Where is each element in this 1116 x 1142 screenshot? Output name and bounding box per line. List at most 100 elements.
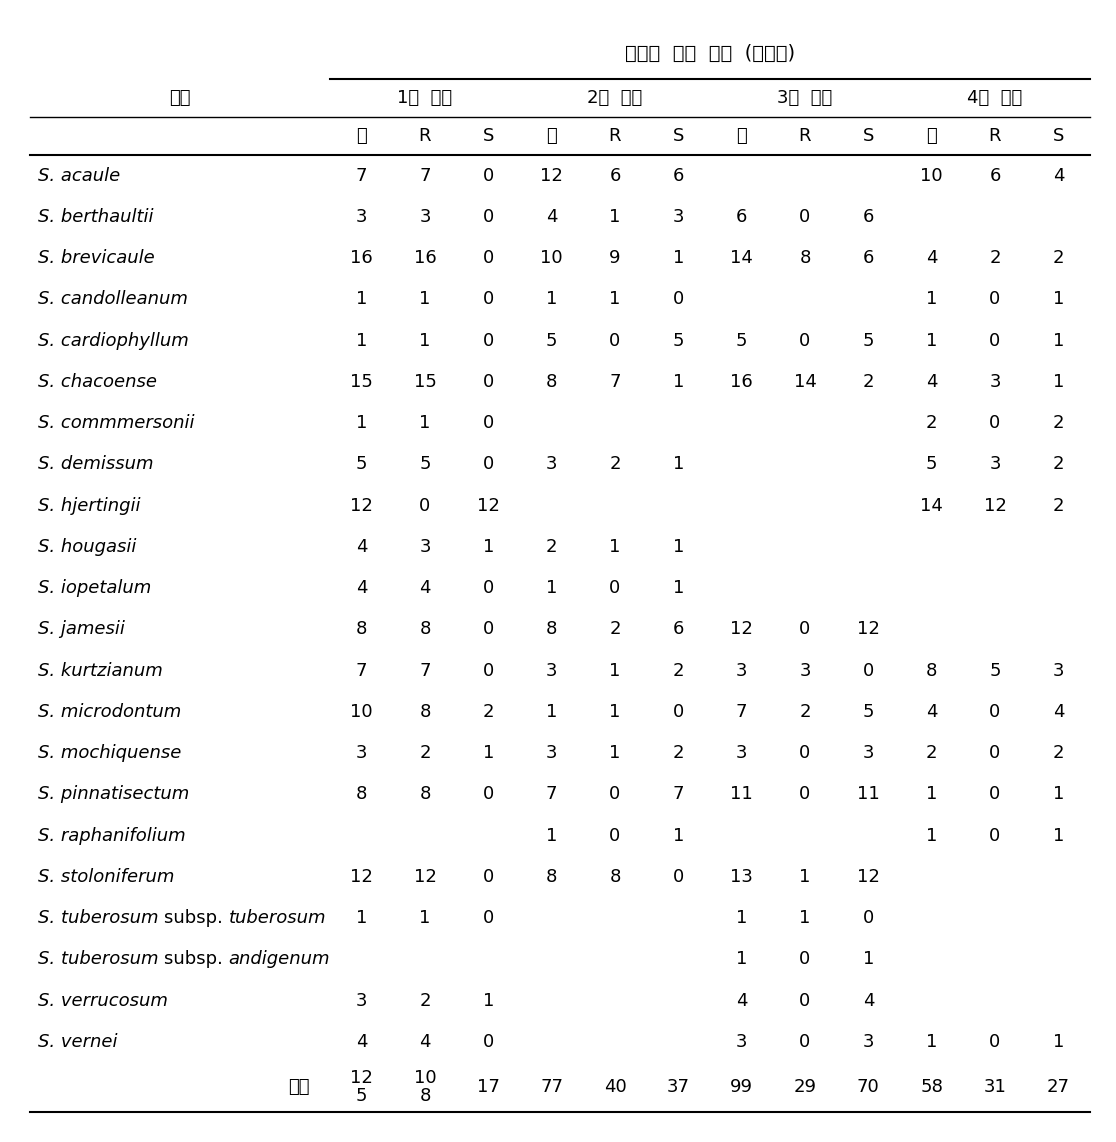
Text: 종명: 종명 (170, 89, 191, 107)
Text: 4: 4 (863, 991, 874, 1010)
Text: 1: 1 (863, 950, 874, 968)
Text: 2: 2 (1052, 745, 1064, 762)
Text: 7: 7 (356, 167, 367, 185)
Text: 1: 1 (356, 331, 367, 349)
Text: 0: 0 (673, 702, 684, 721)
Text: 3: 3 (989, 373, 1001, 391)
Text: 1: 1 (420, 290, 431, 308)
Text: 1: 1 (609, 702, 620, 721)
Text: 4: 4 (420, 1032, 431, 1051)
Text: S. brevicaule: S. brevicaule (38, 249, 155, 267)
Text: 1: 1 (420, 415, 431, 432)
Text: 1: 1 (926, 827, 937, 845)
Text: 2: 2 (482, 702, 494, 721)
Text: 4: 4 (420, 579, 431, 597)
Text: 0: 0 (799, 745, 810, 762)
Text: 0: 0 (483, 620, 494, 638)
Text: 5: 5 (863, 702, 874, 721)
Text: 3: 3 (546, 456, 557, 474)
Text: S: S (863, 127, 874, 145)
Text: 1차  검정: 1차 검정 (397, 89, 453, 107)
Text: 1: 1 (1052, 373, 1064, 391)
Text: 58: 58 (921, 1078, 943, 1096)
Text: 40: 40 (604, 1078, 626, 1096)
Text: 0: 0 (483, 415, 494, 432)
Text: S. commmersonii: S. commmersonii (38, 415, 194, 432)
Text: 4: 4 (926, 373, 937, 391)
Text: 0: 0 (990, 745, 1001, 762)
Text: 77: 77 (540, 1078, 564, 1096)
Text: 12: 12 (414, 868, 436, 886)
Text: 4: 4 (1052, 702, 1064, 721)
Text: 1: 1 (609, 745, 620, 762)
Text: S.: S. (38, 950, 61, 968)
Text: 7: 7 (673, 786, 684, 803)
Text: 0: 0 (483, 661, 494, 679)
Text: 2: 2 (799, 702, 810, 721)
Text: R: R (989, 127, 1001, 145)
Text: 0: 0 (990, 331, 1001, 349)
Text: 0: 0 (609, 579, 620, 597)
Text: S. berthaultii: S. berthaultii (38, 208, 154, 226)
Text: S. verrucosum: S. verrucosum (38, 991, 167, 1010)
Text: 총계: 총계 (289, 1078, 310, 1096)
Text: 5: 5 (735, 331, 748, 349)
Text: 0: 0 (990, 786, 1001, 803)
Text: 4: 4 (356, 579, 367, 597)
Text: S. raphanifolium: S. raphanifolium (38, 827, 185, 845)
Text: 4: 4 (926, 702, 937, 721)
Text: 2: 2 (609, 456, 620, 474)
Text: 12: 12 (857, 620, 879, 638)
Text: 12: 12 (730, 620, 753, 638)
Text: 1: 1 (1052, 1032, 1064, 1051)
Text: 5: 5 (673, 331, 684, 349)
Text: 1: 1 (356, 415, 367, 432)
Text: 8: 8 (546, 868, 557, 886)
Text: 3: 3 (356, 745, 367, 762)
Text: 1: 1 (1052, 331, 1064, 349)
Text: 0: 0 (799, 620, 810, 638)
Text: 99: 99 (730, 1078, 753, 1096)
Text: 0: 0 (483, 249, 494, 267)
Text: tuberosum: tuberosum (61, 909, 164, 927)
Text: 9: 9 (609, 249, 620, 267)
Text: 4: 4 (1052, 167, 1064, 185)
Text: tuberosum: tuberosum (61, 950, 164, 968)
Text: 6: 6 (673, 167, 684, 185)
Text: 0: 0 (609, 786, 620, 803)
Text: 12: 12 (350, 868, 373, 886)
Text: 0: 0 (990, 827, 1001, 845)
Text: 6: 6 (609, 167, 620, 185)
Text: 1: 1 (926, 1032, 937, 1051)
Text: 17: 17 (477, 1078, 500, 1096)
Text: S. mochiquense: S. mochiquense (38, 745, 182, 762)
Text: 6: 6 (673, 620, 684, 638)
Text: 1: 1 (1052, 786, 1064, 803)
Text: 8: 8 (420, 702, 431, 721)
Text: 1: 1 (1052, 290, 1064, 308)
Text: 1: 1 (356, 909, 367, 927)
Text: 1: 1 (673, 579, 684, 597)
Text: 8: 8 (356, 620, 367, 638)
Text: 8: 8 (420, 786, 431, 803)
Text: 2: 2 (1052, 497, 1064, 515)
Text: 총: 총 (926, 127, 937, 145)
Text: 0: 0 (990, 290, 1001, 308)
Text: 3: 3 (546, 745, 557, 762)
Text: 총: 총 (547, 127, 557, 145)
Text: S. jamesii: S. jamesii (38, 620, 125, 638)
Text: 1: 1 (609, 538, 620, 556)
Text: 6: 6 (863, 208, 874, 226)
Text: 0: 0 (673, 290, 684, 308)
Text: 5: 5 (356, 1087, 367, 1105)
Text: 3: 3 (420, 538, 431, 556)
Text: 8: 8 (799, 249, 810, 267)
Text: 7: 7 (356, 661, 367, 679)
Text: 0: 0 (799, 208, 810, 226)
Text: 0: 0 (799, 786, 810, 803)
Text: S. acaule: S. acaule (38, 167, 121, 185)
Text: 29: 29 (793, 1078, 817, 1096)
Text: S. kurtzianum: S. kurtzianum (38, 661, 163, 679)
Text: S: S (673, 127, 684, 145)
Text: 0: 0 (799, 1032, 810, 1051)
